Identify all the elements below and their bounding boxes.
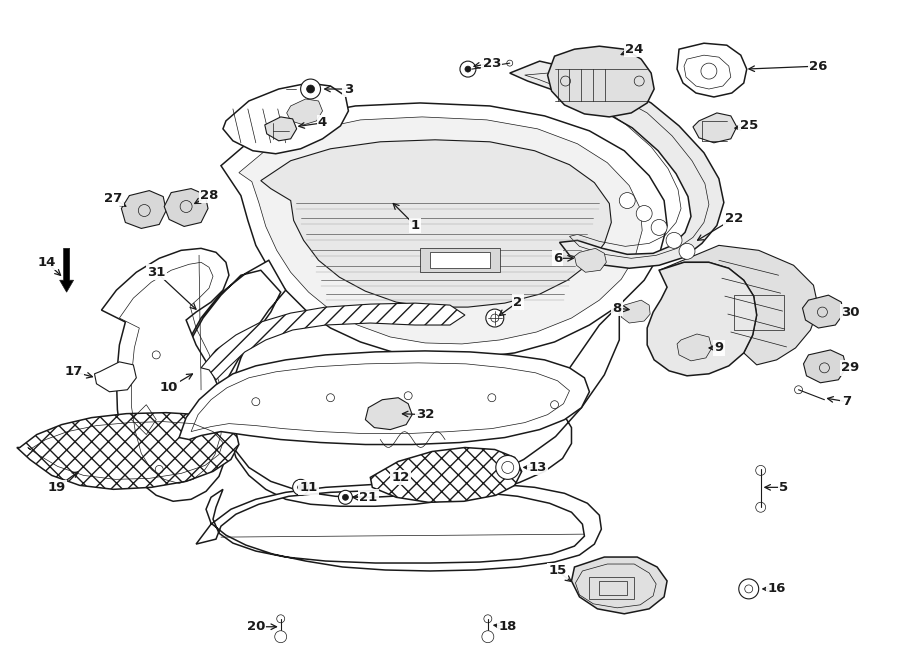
Text: 13: 13 — [528, 461, 547, 474]
Text: 7: 7 — [842, 395, 850, 408]
Polygon shape — [94, 362, 136, 392]
Text: 5: 5 — [779, 481, 788, 494]
Polygon shape — [370, 447, 522, 502]
Polygon shape — [620, 300, 650, 323]
Polygon shape — [59, 249, 74, 292]
Text: 14: 14 — [38, 256, 56, 269]
Polygon shape — [17, 412, 239, 489]
Text: 26: 26 — [809, 59, 828, 73]
Polygon shape — [677, 43, 747, 97]
Text: 8: 8 — [613, 301, 622, 315]
Text: 21: 21 — [359, 491, 377, 504]
Polygon shape — [221, 103, 667, 358]
Circle shape — [496, 455, 519, 479]
Polygon shape — [287, 99, 322, 125]
Circle shape — [465, 66, 471, 72]
Circle shape — [652, 219, 667, 235]
Polygon shape — [265, 117, 297, 141]
Circle shape — [307, 85, 315, 93]
Circle shape — [274, 631, 287, 642]
Text: 25: 25 — [740, 120, 758, 132]
Polygon shape — [420, 249, 500, 272]
Polygon shape — [574, 249, 607, 272]
Text: 15: 15 — [548, 564, 567, 578]
Text: 11: 11 — [300, 481, 318, 494]
Text: 28: 28 — [200, 189, 218, 202]
Circle shape — [679, 243, 695, 259]
Text: 23: 23 — [482, 57, 501, 69]
Text: 12: 12 — [392, 471, 410, 484]
Text: 19: 19 — [48, 481, 66, 494]
Text: 32: 32 — [416, 408, 435, 421]
Polygon shape — [102, 249, 229, 501]
Text: 18: 18 — [499, 620, 517, 633]
Circle shape — [460, 61, 476, 77]
Circle shape — [486, 309, 504, 327]
Text: 6: 6 — [553, 252, 562, 265]
Circle shape — [482, 631, 494, 642]
Circle shape — [343, 494, 348, 500]
Circle shape — [636, 206, 652, 221]
Polygon shape — [365, 398, 412, 430]
Text: 29: 29 — [842, 362, 859, 374]
Circle shape — [338, 490, 353, 504]
Text: 2: 2 — [513, 295, 522, 309]
Circle shape — [666, 233, 682, 249]
Polygon shape — [804, 350, 846, 383]
Polygon shape — [547, 46, 654, 117]
Polygon shape — [572, 557, 667, 614]
Text: 24: 24 — [625, 43, 643, 56]
Polygon shape — [647, 262, 757, 376]
Text: 30: 30 — [842, 305, 859, 319]
Circle shape — [619, 192, 635, 208]
Text: 20: 20 — [247, 620, 265, 633]
Polygon shape — [201, 303, 465, 380]
Text: 10: 10 — [160, 381, 178, 394]
Polygon shape — [430, 253, 490, 268]
Polygon shape — [196, 483, 601, 571]
Text: 3: 3 — [344, 83, 353, 96]
Text: 9: 9 — [715, 342, 724, 354]
Text: 27: 27 — [104, 192, 122, 205]
Polygon shape — [179, 351, 590, 444]
Polygon shape — [659, 245, 818, 365]
Polygon shape — [164, 188, 208, 227]
Circle shape — [292, 479, 309, 495]
Polygon shape — [509, 61, 724, 268]
Circle shape — [739, 579, 759, 599]
Text: 16: 16 — [768, 582, 786, 596]
Circle shape — [301, 79, 320, 99]
Text: 4: 4 — [318, 116, 328, 130]
Text: 1: 1 — [410, 219, 419, 232]
Polygon shape — [693, 113, 737, 143]
Polygon shape — [238, 117, 643, 344]
Circle shape — [298, 485, 303, 490]
Text: 22: 22 — [724, 212, 742, 225]
Polygon shape — [223, 83, 348, 154]
Polygon shape — [122, 190, 166, 229]
Polygon shape — [176, 260, 619, 506]
Text: 17: 17 — [65, 366, 83, 378]
Polygon shape — [677, 334, 712, 361]
Text: 31: 31 — [147, 266, 166, 279]
Polygon shape — [803, 295, 843, 328]
Polygon shape — [261, 140, 611, 307]
